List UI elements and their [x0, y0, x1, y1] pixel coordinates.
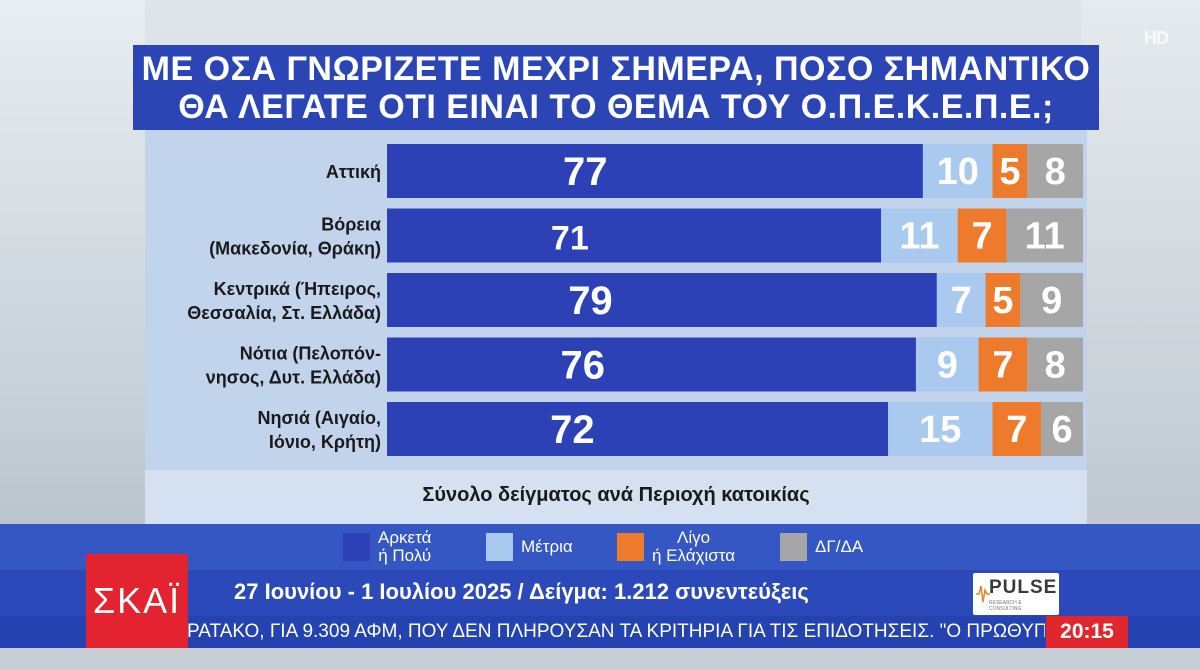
bar-segment-2-0 [387, 273, 937, 327]
bar-segment-3-0 [387, 337, 916, 392]
bar-segment-4-3 [1041, 402, 1083, 456]
legend-swatch-ligo [617, 533, 644, 561]
bar-segment-1-3 [1006, 208, 1083, 263]
news-ticker-text: ΡΑΤΑΚΟ, ΓΙΑ 9.309 ΑΦΜ, ΠΟΥ ΔΕΝ ΠΛΗΡΟΥΣΑΝ… [187, 621, 1045, 642]
news-ticker: ΡΑΤΑΚΟ, ΓΙΑ 9.309 ΑΦΜ, ΠΟΥ ΔΕΝ ΠΛΗΡΟΥΣΑΝ… [0, 616, 1200, 648]
legend-item-dgda: ΔΓ/ΔΑ [780, 530, 863, 564]
survey-info-text: 27 Ιουνίου - 1 Ιουλίου 2025 / Δείγμα: 1.… [234, 579, 809, 604]
channel-logo: ΣΚΑΪ [86, 554, 188, 648]
clock: 20:15 [1046, 616, 1128, 648]
pulse-logo-subtext: RESEARCH & CONSULTING [989, 600, 1022, 612]
bar-segment-1-0 [387, 208, 882, 263]
category-label-1-line-1: (Μακεδονία, Θράκη) [209, 239, 381, 259]
legend-swatch-arketa [343, 533, 370, 561]
data-label-2-3: 9 [1041, 280, 1062, 322]
bottom-strip [0, 648, 1200, 669]
bar-segment-4-1 [888, 402, 993, 456]
data-label-1-2: 7 [972, 216, 993, 258]
data-label-4-3: 6 [1052, 409, 1073, 451]
legend-label-arketa-line-2: ή Πολύ [378, 546, 432, 565]
data-label-2-0: 79 [568, 279, 613, 323]
bar-segment-3-1 [915, 337, 979, 392]
bar-segment-0-1 [922, 144, 993, 198]
legend-label-arketa-line-1: Αρκετά [378, 528, 432, 547]
data-label-3-0: 76 [560, 344, 605, 388]
bar-segment-3-3 [1027, 337, 1083, 392]
bar-segment-2-1 [936, 273, 986, 327]
legend: Αρκετά ή Πολύ Μέτρια Λίγο ή Ελάχιστα ΔΓ/… [0, 524, 1200, 570]
pulse-logo-word: PULSE [989, 577, 1058, 598]
legend-item-metria: Μέτρια [486, 530, 573, 564]
data-label-3-1: 9 [937, 345, 958, 387]
legend-swatch-metria [486, 533, 513, 561]
legend-swatch-dgda [780, 533, 807, 561]
category-label-3-line-0: Νότια (Πελοπόν- [240, 344, 381, 364]
legend-item-ligo: Λίγο ή Ελάχιστα [617, 529, 735, 565]
bar-segment-0-0 [387, 144, 923, 198]
data-label-0-3: 8 [1045, 151, 1066, 193]
question-title-line-1: ΜΕ ΟΣΑ ΓΝΩΡΙΖΕΤΕ ΜΕΧΡΙ ΣΗΜΕΡΑ, ΠΟΣΟ ΣΗΜΑ… [141, 50, 1091, 88]
data-label-0-2: 5 [999, 151, 1020, 193]
hd-badge: HD [1144, 28, 1169, 48]
category-label-2-line-1: Θεσσαλία, Στ. Ελλάδα) [187, 303, 381, 323]
legend-item-arketa: Αρκετά ή Πολύ [343, 529, 431, 565]
data-label-4-1: 15 [919, 409, 961, 451]
data-label-1-0: 71 [551, 220, 589, 258]
legend-label-arketa: Αρκετά ή Πολύ [378, 529, 431, 565]
bar-segment-4-0 [387, 402, 889, 456]
data-label-4-0: 72 [550, 408, 595, 452]
bar-segment-3-2 [978, 337, 1028, 392]
data-label-1-3: 11 [1025, 216, 1065, 258]
category-label-2-line-0: Κεντρικά (Ήπειρος, [214, 279, 381, 299]
category-label-0-line-0: Αττική [326, 162, 381, 182]
bar-segment-2-3 [1020, 273, 1083, 327]
pulse-logo: PULSE RESEARCH & CONSULTING [973, 573, 1059, 615]
data-label-1-1: 11 [899, 216, 939, 258]
question-title: ΜΕ ΟΣΑ ΓΝΩΡΙΖΕΤΕ ΜΕΧΡΙ ΣΗΜΕΡΑ, ΠΟΣΟ ΣΗΜΑ… [133, 45, 1099, 130]
legend-label-ligo-line-2: ή Ελάχιστα [652, 546, 736, 565]
category-label-4-line-0: Νησιά (Αιγαίο, [258, 408, 381, 428]
data-label-0-1: 10 [937, 151, 979, 193]
data-label-3-3: 8 [1045, 345, 1066, 387]
chart-subtitle: Σύνολο δείγματος ανά Περιοχή κατοικίας [422, 484, 810, 506]
data-label-0-0: 77 [563, 150, 608, 194]
bar-segment-2-2 [985, 273, 1021, 327]
bar-segment-1-2 [957, 208, 1007, 263]
data-label-3-2: 7 [992, 345, 1013, 387]
pulse-wave-icon [976, 585, 990, 603]
data-label-2-2: 5 [992, 280, 1013, 322]
data-label-4-2: 7 [1006, 409, 1027, 451]
category-label-3-line-1: νησος, Δυτ. Ελλάδα) [206, 368, 381, 388]
category-label-1-line-0: Βόρεια [321, 215, 381, 235]
data-label-2-1: 7 [951, 280, 972, 322]
bar-segment-0-3 [1027, 144, 1083, 198]
legend-label-ligo: Λίγο ή Ελάχιστα [652, 529, 735, 565]
chart-subtitle-band: Σύνολο δείγματος ανά Περιοχή κατοικίας [145, 470, 1087, 524]
bar-segment-4-2 [992, 402, 1042, 456]
legend-label-metria: Μέτρια [521, 537, 573, 556]
bar-segment-0-2 [992, 144, 1028, 198]
category-label-4-line-1: Ιόνιο, Κρήτη) [269, 432, 381, 452]
question-title-line-2: ΘΑ ΛΕΓΑΤΕ ΟΤΙ ΕΙΝΑΙ ΤΟ ΘΕΜΑ ΤΟΥ Ο.Π.Ε.Κ.… [178, 88, 1054, 126]
bar-segment-1-1 [881, 208, 958, 263]
legend-label-dgda: ΔΓ/ΔΑ [815, 537, 864, 556]
legend-label-ligo-line-1: Λίγο [677, 528, 711, 547]
